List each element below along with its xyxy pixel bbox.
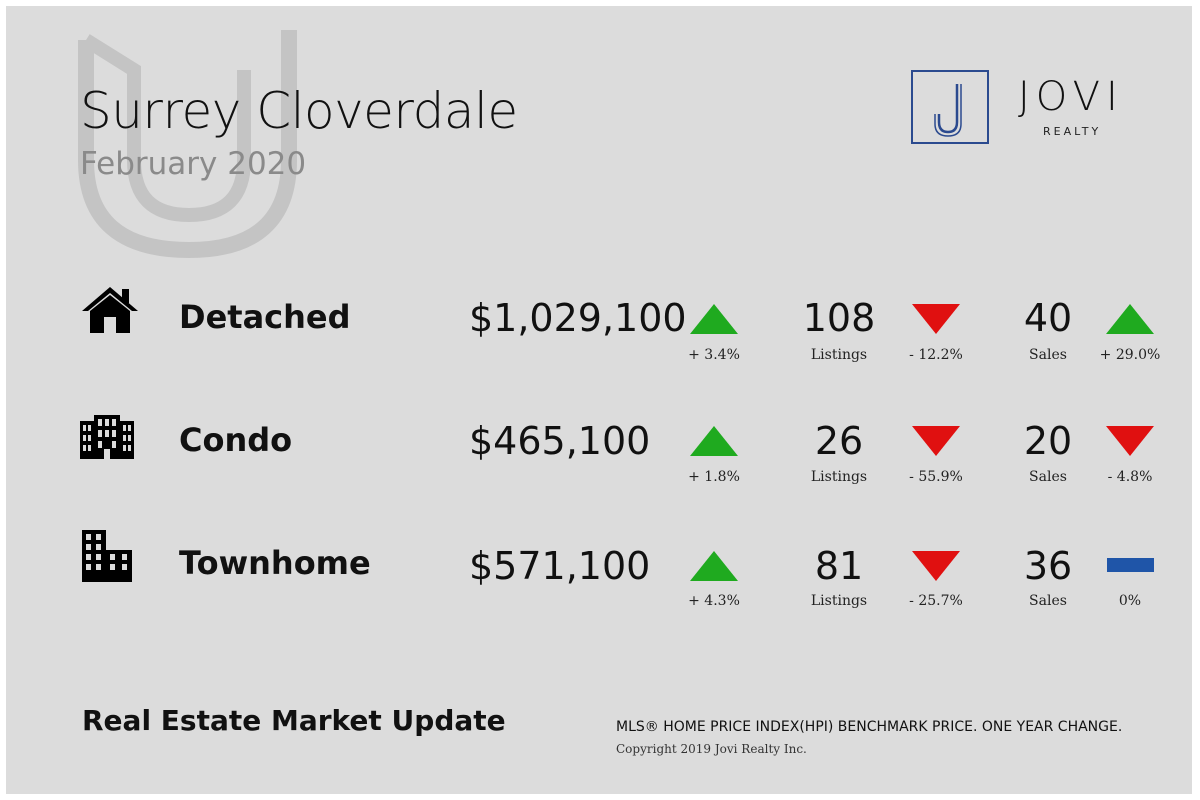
listings-count: 81 — [814, 544, 864, 588]
watermark-logo-icon — [78, 30, 297, 259]
listings-label: Listings — [810, 469, 868, 485]
trend-down-icon — [1106, 426, 1154, 456]
trend-flat-icon — [1107, 558, 1154, 572]
footer-copyright: Copyright 2019 Jovi Realty Inc. — [616, 742, 807, 756]
trend-up-icon — [690, 551, 738, 581]
condo-building-icon — [80, 415, 134, 459]
listings-label: Listings — [810, 347, 868, 363]
footer-note: MLS® HOME PRICE INDEX(HPI) BENCHMARK PRI… — [616, 719, 1123, 735]
trend-down-icon — [912, 304, 960, 334]
house-icon — [82, 287, 138, 333]
jovi-logo-icon — [911, 70, 989, 144]
price-value: $571,100 — [469, 544, 651, 588]
page-subtitle: February 2020 — [80, 146, 307, 182]
listings-change: - 55.9% — [909, 469, 963, 485]
price-change: + 4.3% — [688, 593, 740, 609]
sales-label: Sales — [1029, 347, 1067, 363]
sales-change: 0% — [1118, 593, 1142, 609]
price-value: $1,029,100 — [469, 296, 687, 340]
price-value: $465,100 — [469, 419, 651, 463]
footer-heading: Real Estate Market Update — [82, 704, 506, 737]
brand-name: JOVI — [1018, 74, 1124, 120]
sales-count: 20 — [1023, 419, 1073, 463]
page-title: Surrey Cloverdale — [80, 82, 518, 140]
trend-down-icon — [912, 426, 960, 456]
price-change: + 3.4% — [688, 347, 740, 363]
listings-count: 108 — [802, 296, 876, 340]
price-change: + 1.8% — [688, 469, 740, 485]
listings-change: - 12.2% — [909, 347, 963, 363]
listings-label: Listings — [810, 593, 868, 609]
sales-change: + 29.0% — [1099, 347, 1161, 363]
market-update-card — [6, 6, 1192, 794]
brand-subtitle: REALTY — [1043, 125, 1102, 138]
sales-count: 40 — [1023, 296, 1073, 340]
sales-count: 36 — [1023, 544, 1073, 588]
trend-down-icon — [912, 551, 960, 581]
trend-up-icon — [690, 304, 738, 334]
listings-count: 26 — [814, 419, 864, 463]
row-type-label: Condo — [179, 421, 293, 459]
sales-change: - 4.8% — [1107, 469, 1153, 485]
listings-change: - 25.7% — [909, 593, 963, 609]
trend-up-icon — [1106, 304, 1154, 334]
trend-up-icon — [690, 426, 738, 456]
townhome-building-icon — [82, 530, 132, 582]
row-type-label: Detached — [179, 298, 351, 336]
sales-label: Sales — [1029, 593, 1067, 609]
row-type-label: Townhome — [179, 544, 371, 582]
sales-label: Sales — [1029, 469, 1067, 485]
